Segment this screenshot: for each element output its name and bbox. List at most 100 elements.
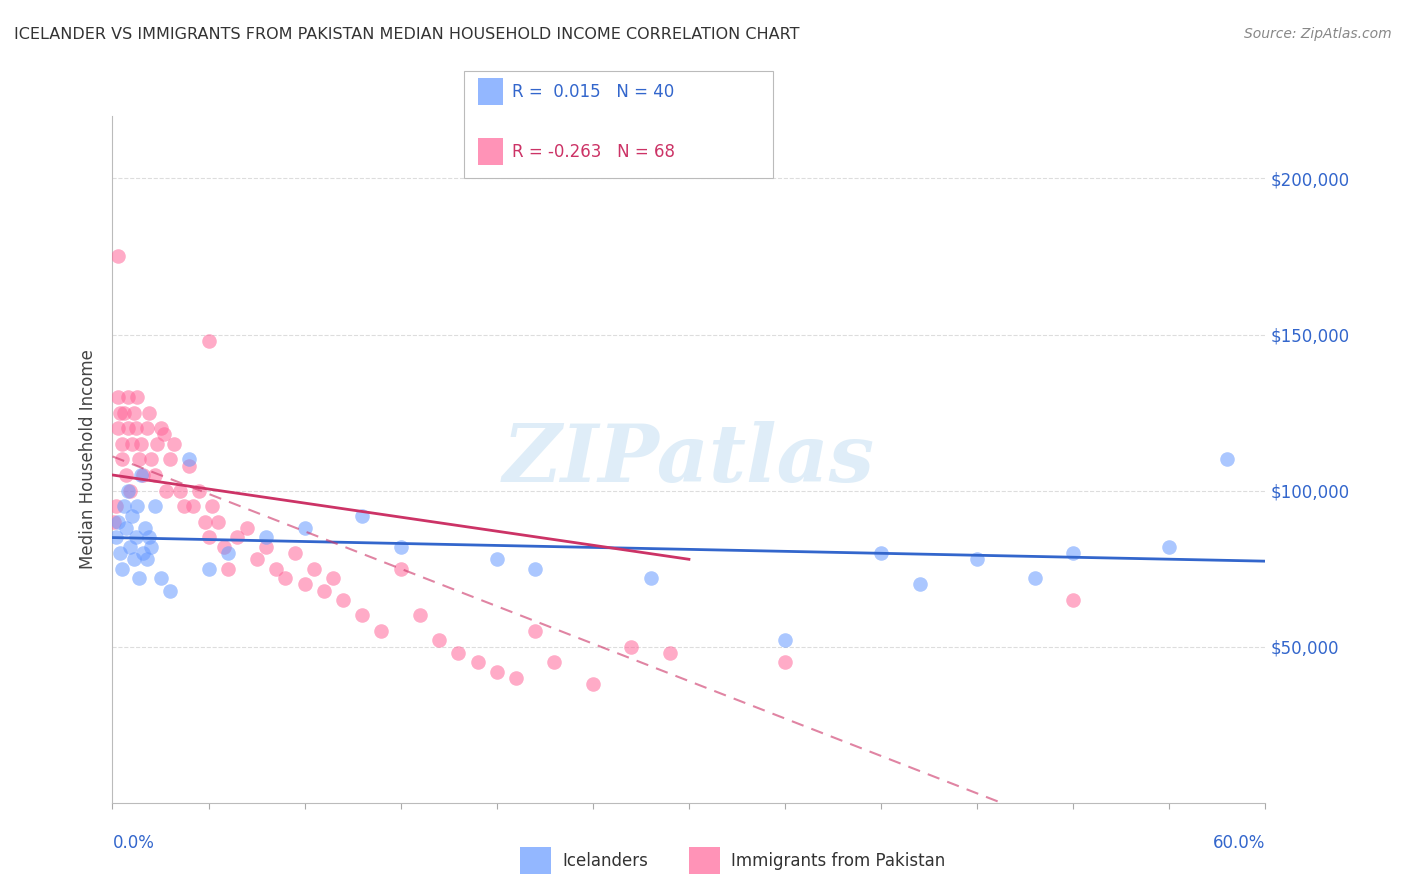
Point xyxy=(236,521,259,535)
Point xyxy=(505,671,527,685)
Point xyxy=(112,406,135,420)
Point xyxy=(179,458,201,473)
Point xyxy=(312,583,335,598)
Point xyxy=(370,624,392,639)
Point xyxy=(217,546,239,560)
Point xyxy=(111,452,134,467)
Point xyxy=(117,421,139,435)
Point xyxy=(108,546,131,560)
Point xyxy=(254,530,277,544)
Text: R =  0.015   N = 40: R = 0.015 N = 40 xyxy=(512,83,673,101)
Point xyxy=(427,633,450,648)
Point xyxy=(145,437,167,451)
Point xyxy=(640,571,662,585)
Point xyxy=(485,665,508,679)
Point xyxy=(105,500,128,514)
Point xyxy=(117,483,139,498)
Point xyxy=(352,608,374,623)
Text: R = -0.263   N = 68: R = -0.263 N = 68 xyxy=(512,143,675,161)
Point xyxy=(132,546,155,560)
Point xyxy=(543,655,565,669)
Point xyxy=(117,390,139,404)
Point xyxy=(129,468,153,483)
Point xyxy=(159,452,181,467)
Point xyxy=(124,530,146,544)
Point xyxy=(773,655,796,669)
Point xyxy=(870,546,893,560)
Text: Icelanders: Icelanders xyxy=(562,852,648,870)
Point xyxy=(138,530,160,544)
Point xyxy=(212,540,235,554)
Text: Immigrants from Pakistan: Immigrants from Pakistan xyxy=(731,852,945,870)
Point xyxy=(122,406,145,420)
Point xyxy=(217,562,239,576)
Point xyxy=(294,521,316,535)
Point xyxy=(138,406,160,420)
Point xyxy=(197,530,219,544)
Point xyxy=(467,655,489,669)
Point xyxy=(107,390,129,404)
Point xyxy=(197,562,219,576)
Point xyxy=(139,452,162,467)
Point xyxy=(1216,452,1239,467)
Point xyxy=(409,608,432,623)
Point xyxy=(122,552,145,566)
Point xyxy=(124,421,146,435)
Point xyxy=(159,583,181,598)
Point xyxy=(132,468,155,483)
Y-axis label: Median Household Income: Median Household Income xyxy=(79,350,97,569)
Point xyxy=(134,521,156,535)
Text: ZIPatlas: ZIPatlas xyxy=(503,421,875,498)
Point xyxy=(143,500,166,514)
Point xyxy=(111,437,134,451)
Point xyxy=(112,500,135,514)
Point xyxy=(304,562,326,576)
Point xyxy=(105,530,128,544)
Point xyxy=(143,468,166,483)
Point xyxy=(966,552,988,566)
Point xyxy=(107,250,129,264)
Point xyxy=(194,515,217,529)
Point xyxy=(103,515,125,529)
Point xyxy=(207,515,229,529)
Point xyxy=(129,437,153,451)
Point xyxy=(322,571,344,585)
Point xyxy=(181,500,204,514)
Point xyxy=(485,552,508,566)
Point xyxy=(447,646,470,660)
Point xyxy=(620,640,643,654)
Text: 60.0%: 60.0% xyxy=(1213,834,1265,852)
Point xyxy=(163,437,186,451)
Point xyxy=(254,540,277,554)
Text: ICELANDER VS IMMIGRANTS FROM PAKISTAN MEDIAN HOUSEHOLD INCOME CORRELATION CHART: ICELANDER VS IMMIGRANTS FROM PAKISTAN ME… xyxy=(14,27,800,42)
Point xyxy=(294,577,316,591)
Point xyxy=(149,571,172,585)
Text: Source: ZipAtlas.com: Source: ZipAtlas.com xyxy=(1244,27,1392,41)
Point xyxy=(245,552,267,566)
Text: 0.0%: 0.0% xyxy=(112,834,155,852)
Point xyxy=(155,483,177,498)
Point xyxy=(187,483,211,498)
Point xyxy=(127,390,149,404)
Point xyxy=(153,427,176,442)
Point xyxy=(115,521,138,535)
Point xyxy=(582,677,605,691)
Point xyxy=(173,500,195,514)
Point xyxy=(121,437,143,451)
Point xyxy=(197,334,219,348)
Point xyxy=(389,562,412,576)
Point xyxy=(284,546,307,560)
Point xyxy=(524,562,547,576)
Point xyxy=(274,571,297,585)
Point xyxy=(908,577,931,591)
Point xyxy=(107,421,129,435)
Point xyxy=(121,508,143,523)
Point xyxy=(1062,593,1084,607)
Point xyxy=(118,540,141,554)
Point xyxy=(107,515,129,529)
Point xyxy=(127,500,149,514)
Point xyxy=(128,571,150,585)
Point xyxy=(136,421,159,435)
Point xyxy=(115,468,138,483)
Point xyxy=(201,500,224,514)
